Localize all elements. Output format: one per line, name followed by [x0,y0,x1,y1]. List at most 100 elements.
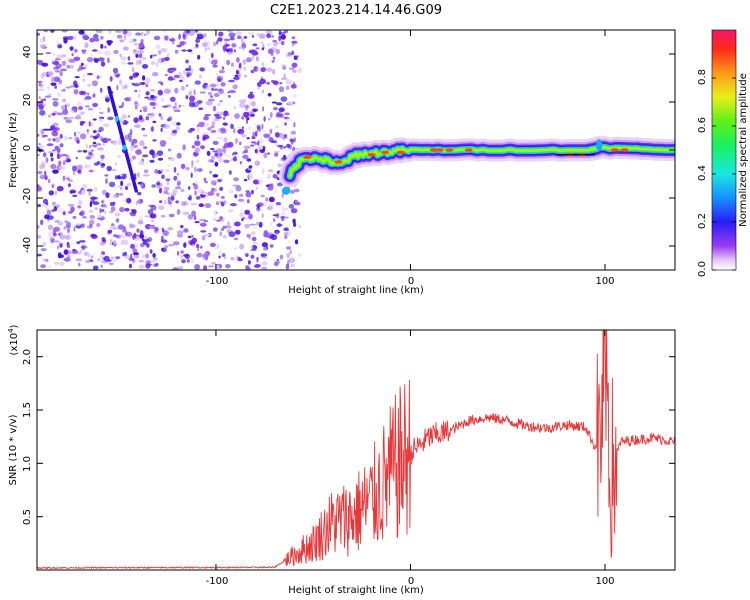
noise-speckle [58,233,61,236]
noise-speckle [159,140,167,146]
noise-speckle [86,129,89,133]
noise-speckle [237,198,245,202]
noise-speckle [48,114,51,118]
noise-speckle [122,30,128,35]
signal-start-blob [281,186,290,195]
noise-speckle [109,210,114,214]
noise-speckle [169,38,176,42]
noise-speckle [258,33,266,39]
noise-speckle [170,157,175,162]
colorbar-tick-label: 0.8 [697,69,708,85]
noise-speckle [183,242,187,248]
noise-speckle [75,156,78,160]
noise-speckle [145,260,152,264]
noise-speckle [218,250,223,256]
noise-speckle [96,75,100,80]
noise-speckle [167,118,171,122]
noise-speckle [294,239,299,245]
noise-speckle [262,168,265,175]
noise-speckle [62,175,66,181]
noise-speckle [61,180,64,183]
noise-speckle [204,47,207,52]
noise-speckle [46,143,54,147]
noise-speckle [271,60,275,63]
noise-speckle [89,37,95,43]
noise-speckle [93,58,99,63]
noise-speckle [49,237,55,243]
noise-speckle [233,184,240,187]
noise-speckle [214,152,219,157]
noise-speckle [76,223,81,226]
noise-speckle [66,254,71,259]
spectrogram-signal-band [278,136,675,195]
noise-speckle [290,257,295,262]
noise-speckle [149,249,153,254]
noise-speckle [263,116,266,122]
noise-speckle [89,201,93,208]
noise-speckle [163,186,170,191]
noise-speckle [57,208,65,213]
noise-speckle [160,127,163,132]
noise-speckle [51,112,56,116]
noise-speckle [153,227,159,234]
noise-speckle [251,35,254,38]
noise-speckle [70,64,74,69]
noise-speckle [253,142,259,146]
noise-speckle [149,159,155,163]
noise-speckle [180,250,184,254]
noise-speckle [89,219,95,226]
noise-speckle [137,50,145,54]
noise-speckle [283,216,289,219]
noise-speckle [54,137,61,143]
noise-speckle [245,190,250,193]
noise-speckle [58,253,62,259]
noise-speckle [270,112,273,118]
noise-speckle [268,232,273,236]
noise-speckle [150,126,154,131]
noise-speckle [135,200,138,206]
noise-speckle [124,186,129,190]
noise-speckle [291,62,298,68]
noise-speckle [126,32,132,37]
noise-speckle [132,138,138,144]
noise-speckle [251,236,257,242]
noise-speckle [200,230,207,233]
noise-speckle [126,197,132,204]
noise-speckle [44,175,48,181]
spectrogram-ytick-label: 0 [22,145,33,151]
noise-speckle [177,266,184,270]
noise-speckle [235,185,242,192]
noise-speckle [128,176,132,181]
noise-speckle [165,169,170,172]
noise-speckle [202,42,208,48]
noise-speckle [161,57,165,63]
noise-speckle [288,67,295,71]
noise-speckle [37,133,40,137]
noise-speckle [285,246,292,250]
noise-speckle [211,52,214,59]
noise-speckle [181,259,186,264]
noise-speckle [103,205,108,209]
noise-speckle [186,259,190,263]
noise-speckle [256,258,259,263]
noise-speckle [275,102,283,106]
noise-speckle [165,178,171,181]
noise-speckle [47,231,53,237]
noise-speckle [152,153,155,159]
noise-speckle [150,89,156,92]
noise-speckle [52,149,56,152]
noise-speckle [53,261,60,265]
noise-speckle [166,180,170,186]
noise-speckle [196,33,200,36]
noise-speckle [237,256,241,261]
snr-ytick-label: 0.5 [22,509,33,525]
noise-speckle [164,35,169,41]
noise-speckle [104,50,111,56]
noise-speckle [252,179,260,185]
noise-speckle [211,155,215,161]
signal-hot-spot [620,148,629,152]
noise-speckle [211,121,216,126]
noise-speckle [197,54,201,60]
noise-speckle [234,194,238,199]
noise-speckle [138,117,145,123]
